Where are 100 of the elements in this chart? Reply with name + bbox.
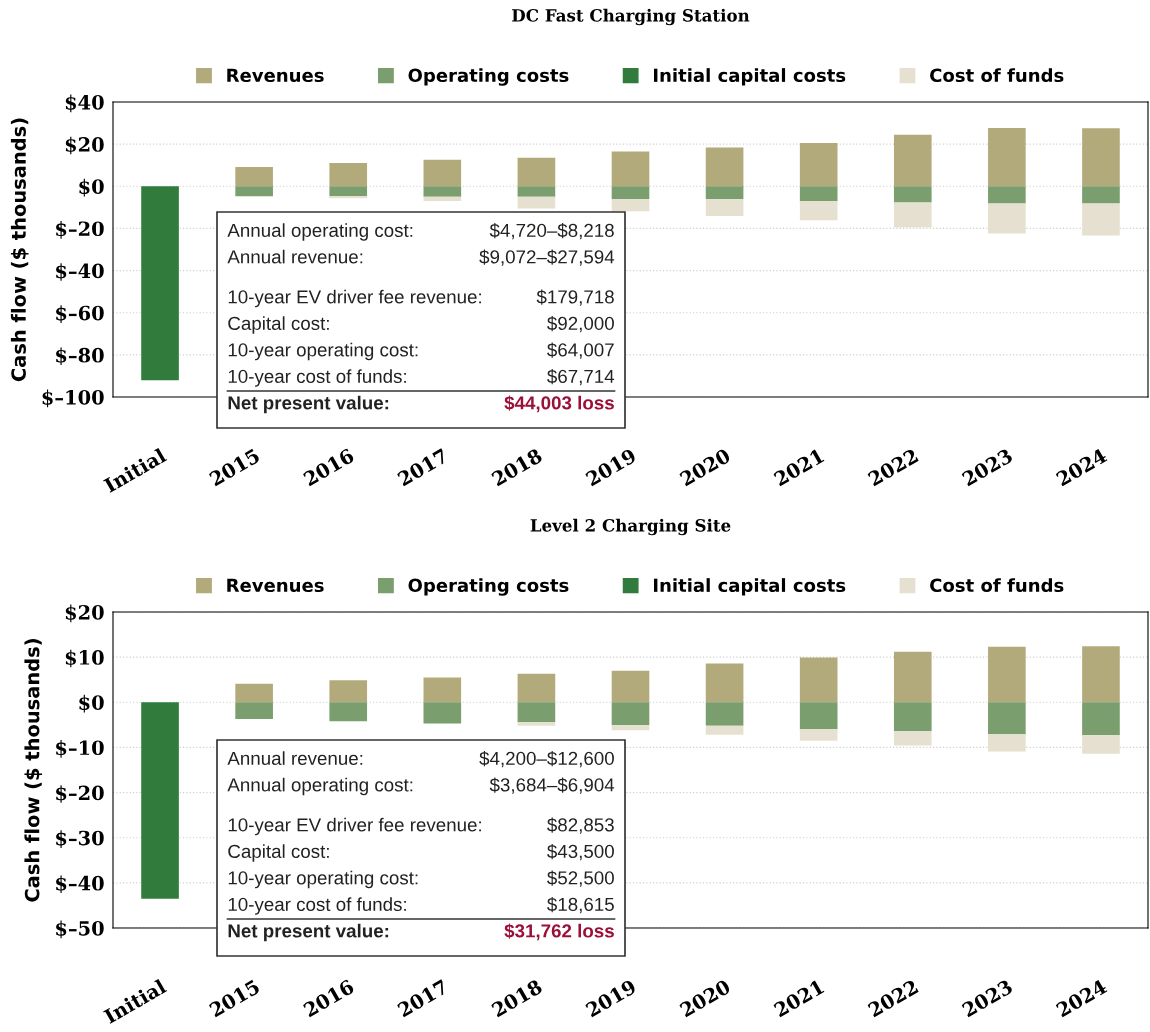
bar bbox=[988, 127, 1026, 187]
bar bbox=[517, 702, 556, 723]
annotation: $18,615 bbox=[547, 896, 614, 914]
annotation: 10-year cost of funds: bbox=[228, 369, 406, 387]
bar bbox=[329, 702, 368, 722]
bar bbox=[799, 657, 838, 703]
bar bbox=[893, 186, 932, 203]
bar bbox=[799, 729, 838, 741]
annotation: 10-year operating cost: bbox=[228, 342, 418, 361]
bar bbox=[1082, 735, 1120, 754]
bar bbox=[517, 196, 556, 209]
y-axis-title: Cash flow ($ thousands) bbox=[10, 118, 29, 382]
bar bbox=[988, 203, 1026, 234]
bar bbox=[893, 702, 932, 732]
annotation: $4,720–$8,218 bbox=[489, 222, 614, 240]
bar bbox=[423, 186, 462, 197]
bar bbox=[329, 680, 368, 703]
bar bbox=[235, 702, 273, 719]
y-tick-label: $0 bbox=[79, 694, 104, 713]
bar bbox=[799, 201, 838, 221]
y-tick-label: $–80 bbox=[56, 347, 104, 366]
bar bbox=[1082, 702, 1120, 736]
chart-title: DC Fast Charging Station bbox=[512, 8, 750, 26]
annotation: $52,500 bbox=[547, 870, 614, 887]
bar bbox=[1082, 128, 1120, 187]
bar bbox=[988, 186, 1026, 204]
annotation: $179,718 bbox=[536, 289, 614, 306]
bar bbox=[235, 683, 273, 703]
bar bbox=[799, 142, 838, 187]
y-tick-label: $–40 bbox=[56, 875, 104, 894]
y-tick-label: $–20 bbox=[56, 221, 104, 239]
y-tick-label: $–50 bbox=[56, 920, 104, 939]
y-tick-label: $–40 bbox=[56, 263, 104, 281]
y-tick-label: $–10 bbox=[56, 740, 104, 758]
y-axis-title: Cash flow ($ thousands) bbox=[24, 639, 43, 902]
annotation: 10-year EV driver fee revenue: bbox=[228, 817, 481, 836]
bar bbox=[893, 731, 932, 746]
annotation: $9,072–$27,594 bbox=[479, 249, 615, 266]
annotation: $44,003 loss bbox=[504, 395, 614, 413]
bar bbox=[705, 725, 744, 735]
y-tick-label: $–20 bbox=[56, 785, 104, 803]
annotation: Net present value: bbox=[228, 923, 389, 942]
bar bbox=[423, 702, 462, 724]
bar bbox=[705, 199, 744, 216]
bar bbox=[235, 186, 273, 197]
bar bbox=[893, 651, 932, 703]
annotation: $67,714 bbox=[547, 368, 615, 386]
annotation: Annual revenue: bbox=[227, 249, 363, 264]
y-tick-label: $–60 bbox=[56, 305, 104, 323]
bar bbox=[1082, 186, 1120, 204]
bar bbox=[799, 186, 838, 202]
bar bbox=[988, 646, 1026, 703]
annotation: Net present value: bbox=[228, 395, 389, 414]
bar bbox=[988, 734, 1026, 752]
legend-label: Operating costs bbox=[408, 68, 569, 86]
bar bbox=[517, 157, 556, 187]
annotation: 10-year EV driver fee revenue: bbox=[228, 289, 481, 308]
bar bbox=[611, 199, 650, 212]
annotation: Annual revenue: bbox=[227, 751, 363, 766]
y-tick-label: $0 bbox=[79, 178, 104, 197]
legend-label: Initial capital costs bbox=[654, 578, 846, 596]
annotation: $64,007 bbox=[547, 342, 614, 359]
annotation: Annual operating cost: bbox=[227, 777, 413, 796]
y-tick-label: $–30 bbox=[56, 830, 104, 848]
bar bbox=[611, 702, 650, 726]
y-tick-label: $–100 bbox=[42, 389, 104, 408]
annotation: $43,500 bbox=[547, 843, 614, 861]
annotation: $92,000 bbox=[547, 315, 614, 333]
y-tick-label: $40 bbox=[65, 94, 104, 113]
y-tick-label: $20 bbox=[65, 604, 104, 623]
legend-label: Revenues bbox=[227, 68, 324, 83]
annotation: 10-year cost of funds: bbox=[228, 897, 406, 915]
bar bbox=[423, 159, 462, 187]
bar bbox=[423, 677, 462, 703]
bar bbox=[705, 663, 744, 703]
legend-label: Revenues bbox=[227, 578, 324, 593]
bar bbox=[517, 722, 556, 726]
annotation: $4,200–$12,600 bbox=[479, 750, 614, 768]
bar bbox=[329, 196, 368, 199]
annotation: $31,762 loss bbox=[504, 923, 614, 941]
legend-label: Cost of funds bbox=[930, 68, 1064, 83]
legend-label: Cost of funds bbox=[930, 578, 1064, 593]
bar bbox=[517, 673, 556, 703]
bar bbox=[141, 702, 179, 899]
bar bbox=[893, 202, 932, 228]
annotation: $82,853 bbox=[547, 817, 614, 834]
bar bbox=[141, 186, 179, 381]
bar bbox=[611, 186, 650, 200]
bar bbox=[329, 186, 368, 197]
chart-title: Level 2 Charging Site bbox=[530, 518, 731, 536]
legend-label: Operating costs bbox=[408, 578, 569, 596]
bar bbox=[611, 670, 650, 703]
bar bbox=[705, 186, 744, 200]
bar bbox=[235, 167, 273, 187]
bar bbox=[517, 186, 556, 197]
bar bbox=[1082, 646, 1120, 703]
y-tick-label: $20 bbox=[65, 136, 104, 155]
bar bbox=[799, 702, 838, 730]
annotation: Annual operating cost: bbox=[227, 223, 413, 241]
annotation: Capital cost: bbox=[228, 316, 329, 334]
